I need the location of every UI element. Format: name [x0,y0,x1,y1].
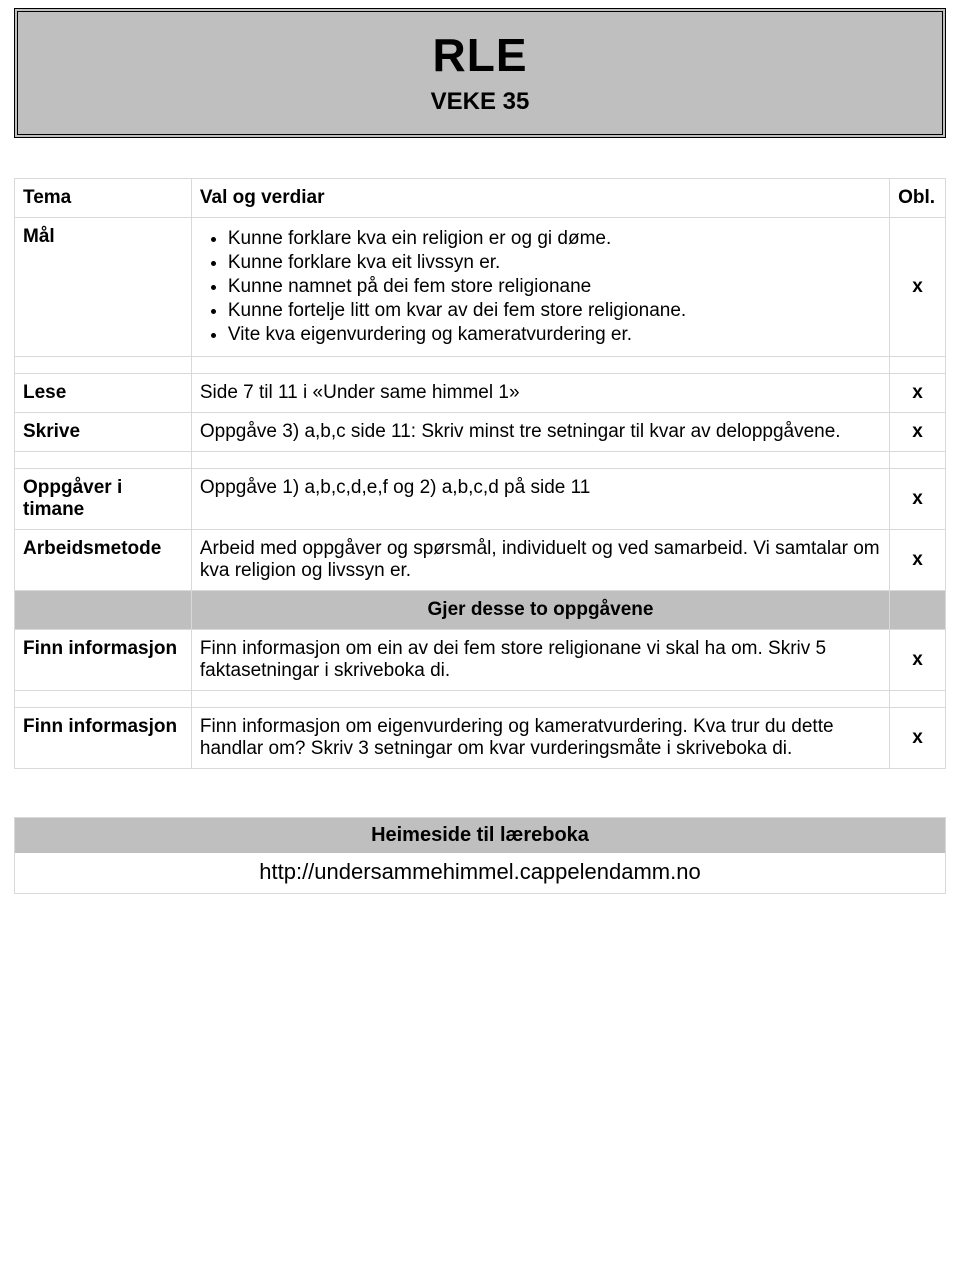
row-arbeidsmetode: Arbeidsmetode Arbeid med oppgåver og spø… [15,530,946,591]
obl-finn1: x [890,630,946,691]
goal-item: Kunne fortelje litt om kvar av dei fem s… [228,300,881,322]
value-lese: Side 7 til 11 i «Under same himmel 1» [191,374,889,413]
goal-item: Vite kva eigenvurdering og kameratvurder… [228,324,881,346]
row-skrive: Skrive Oppgåve 3) a,b,c side 11: Skriv m… [15,413,946,452]
row-oppgaver: Oppgåver i timane Oppgåve 1) a,b,c,d,e,f… [15,469,946,530]
value-maal: Kunne forklare kva ein religion er og gi… [191,218,889,357]
page-subtitle: VEKE 35 [18,88,942,116]
value-skrive: Oppgåve 3) a,b,c side 11: Skriv minst tr… [191,413,889,452]
footer-url: http://undersammehimmel.cappelendamm.no [15,853,945,893]
spacer [15,452,946,469]
label-finn1: Finn informasjon [15,630,192,691]
row-tema: Tema Val og verdiar Obl. [15,179,946,218]
row-lese: Lese Side 7 til 11 i «Under same himmel … [15,374,946,413]
obl-finn2: x [890,708,946,769]
value-arbeidsmetode: Arbeid med oppgåver og spørsmål, individ… [191,530,889,591]
row-finn2: Finn informasjon Finn informasjon om eig… [15,708,946,769]
label-skrive: Skrive [15,413,192,452]
spacer [15,691,946,708]
footer-title: Heimeside til læreboka [15,818,945,853]
obl-lese: x [890,374,946,413]
obl-skrive: x [890,413,946,452]
label-oppgaver: Oppgåver i timane [15,469,192,530]
plan-table: Tema Val og verdiar Obl. Mål Kunne forkl… [14,178,946,769]
value-finn1: Finn informasjon om ein av dei fem store… [191,630,889,691]
footer-block: Heimeside til læreboka http://undersamme… [14,817,946,894]
label-lese: Lese [15,374,192,413]
page-title: RLE [18,28,942,82]
label-arbeidsmetode: Arbeidsmetode [15,530,192,591]
row-maal: Mål Kunne forklare kva ein religion er o… [15,218,946,357]
section-heading: Gjer desse to oppgåvene [191,591,889,630]
obl-arbeidsmetode: x [890,530,946,591]
section-empty [15,591,192,630]
spacer [15,357,946,374]
value-oppgaver: Oppgåve 1) a,b,c,d,e,f og 2) a,b,c,d på … [191,469,889,530]
goals-list: Kunne forklare kva ein religion er og gi… [200,228,881,346]
row-finn1: Finn informasjon Finn informasjon om ein… [15,630,946,691]
label-tema: Tema [15,179,192,218]
obl-oppgaver: x [890,469,946,530]
goal-item: Kunne forklare kva ein religion er og gi… [228,228,881,250]
label-finn2: Finn informasjon [15,708,192,769]
header-box: RLE VEKE 35 [14,8,946,138]
section-obl [890,591,946,630]
row-section: Gjer desse to oppgåvene [15,591,946,630]
value-finn2: Finn informasjon om eigenvurdering og ka… [191,708,889,769]
tema-text: Val og verdiar [200,187,325,208]
value-tema: Val og verdiar [191,179,889,218]
obl-header: Obl. [890,179,946,218]
goal-item: Kunne forklare kva eit livssyn er. [228,252,881,274]
goal-item: Kunne namnet på dei fem store religionan… [228,276,881,298]
obl-maal: x [890,218,946,357]
label-maal: Mål [15,218,192,357]
page: RLE VEKE 35 Tema Val og verdiar Obl. Mål… [0,0,960,914]
